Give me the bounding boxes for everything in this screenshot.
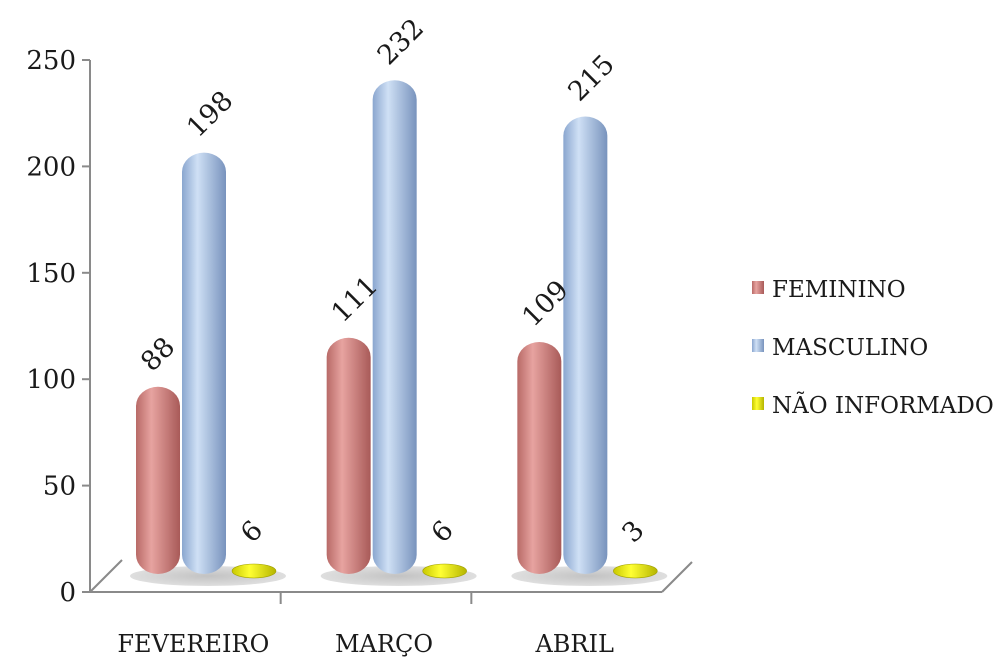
data-label-nao-informado-fevereiro: 6 <box>235 515 269 549</box>
data-label-masculino-marco: 232 <box>372 13 430 71</box>
legend-label-feminino: FEMININO <box>772 277 906 303</box>
y-tick-label: 100 <box>26 365 76 395</box>
data-label-nao-informado-abril: 3 <box>616 515 650 549</box>
bar-masculino-marco <box>372 80 417 574</box>
bar-feminino-abril <box>517 342 562 574</box>
legend-swatch-masculino <box>752 339 764 352</box>
y-tick-label: 50 <box>43 472 76 502</box>
data-label-feminino-fevereiro: 88 <box>135 331 181 377</box>
y-tick-label: 0 <box>59 578 76 608</box>
legend-item-nao-informado: NÃO INFORMADO <box>752 391 994 419</box>
bar-nao-informado-abril <box>613 563 658 579</box>
floor-category-ticks <box>279 592 473 604</box>
floor-left-edge <box>89 559 123 593</box>
x-axis-categories: FEVEREIRO MARÇO ABRIL <box>117 630 614 658</box>
bar-feminino-marco <box>326 337 371 574</box>
legend-swatch-nao-informado <box>752 397 764 410</box>
y-axis-ticks: 0 50 100 150 200 250 <box>26 46 90 608</box>
bar-masculino-fevereiro <box>182 152 226 574</box>
legend-item-masculino: MASCULINO <box>752 335 928 361</box>
y-tick-label: 200 <box>26 152 76 182</box>
y-tick-label: 250 <box>26 46 76 76</box>
legend-label-masculino: MASCULINO <box>772 335 928 361</box>
legend-label-nao-informado: NÃO INFORMADO <box>772 391 994 419</box>
data-label-nao-informado-marco: 6 <box>426 515 460 549</box>
bar-nao-informado-marco <box>422 563 467 579</box>
x-category-label: ABRIL <box>534 630 614 658</box>
bar-masculino-abril <box>563 116 608 574</box>
data-label-masculino-abril: 215 <box>562 49 620 107</box>
data-label-masculino-fevereiro: 198 <box>181 85 239 143</box>
legend-swatch-feminino <box>752 281 764 294</box>
bars <box>136 80 658 579</box>
axes <box>89 60 693 604</box>
floor-right-edge <box>661 561 693 593</box>
legend-item-feminino: FEMININO <box>752 277 906 303</box>
x-category-label: MARÇO <box>335 630 433 658</box>
bar-feminino-fevereiro <box>136 386 180 574</box>
y-tick-label: 150 <box>26 259 76 289</box>
bar-nao-informado-fevereiro <box>231 563 277 579</box>
x-category-label: FEVEREIRO <box>117 630 269 658</box>
legend: FEMININO MASCULINO NÃO INFORMADO <box>752 277 994 419</box>
